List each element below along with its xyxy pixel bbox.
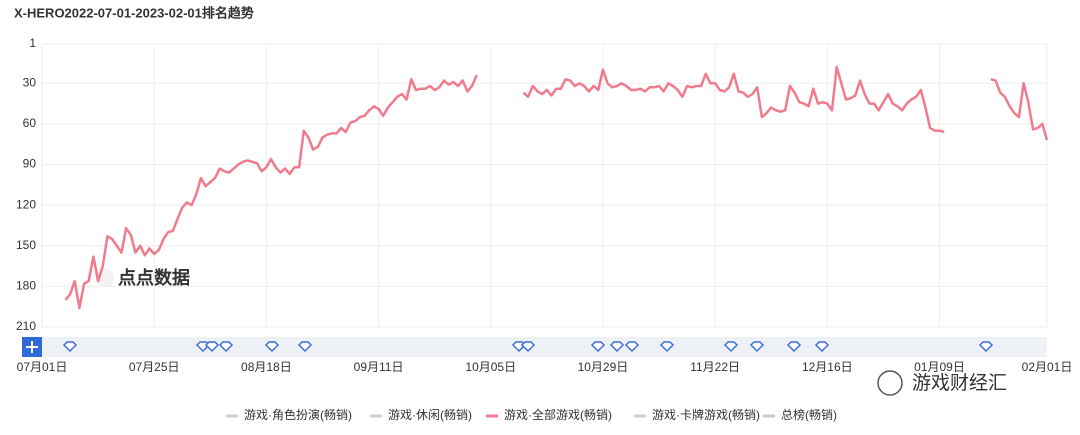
event-marker [204, 341, 220, 353]
x-tick-label: 07月01日 [17, 360, 68, 374]
event-marker [297, 341, 313, 353]
y-tick-label: 120 [16, 197, 36, 211]
legend-item: 游戏·休闲(畅销) [370, 408, 472, 422]
event-marker [723, 341, 739, 353]
legend-item: 游戏·全部游戏(畅销) [486, 407, 612, 422]
event-marker [62, 341, 78, 353]
legend-label: 游戏·全部游戏(畅销) [504, 407, 612, 422]
brand: 游戏财经汇 [877, 370, 1007, 396]
x-tick-label: 10月05日 [465, 360, 516, 374]
add-icon [26, 341, 38, 353]
legend-label: 游戏·卡牌游戏(畅销) [652, 408, 760, 422]
event-marker [786, 341, 802, 353]
watermark: 点点数据 [96, 267, 190, 288]
x-tick-label: 09月11日 [354, 360, 404, 374]
event-marker [520, 341, 536, 353]
series-line [522, 65, 945, 134]
series-line [64, 74, 478, 310]
event-marker [659, 341, 675, 353]
event-marker [978, 341, 994, 353]
series-line [990, 78, 1049, 141]
y-tick-label: 150 [16, 238, 36, 252]
y-tick-label: 60 [23, 116, 37, 130]
legend-item: 游戏·角色扮演(畅销) [226, 407, 352, 422]
x-tick-label: 11月22日 [690, 360, 740, 374]
event-marker [814, 341, 830, 353]
y-tick-label: 210 [16, 319, 36, 333]
legend-label: 游戏·角色扮演(畅销) [244, 407, 352, 422]
event-marker [749, 341, 765, 353]
x-tick-label: 01月09日 [914, 360, 965, 374]
x-tick-label: 08月18日 [241, 360, 292, 374]
event-markers [62, 341, 994, 353]
x-tick-label: 02月01日 [1022, 360, 1073, 374]
event-marker [609, 341, 625, 353]
event-marker [218, 341, 234, 353]
legend-label: 游戏·休闲(畅销) [388, 408, 472, 422]
brand-icon [877, 370, 903, 396]
y-tick-label: 180 [16, 279, 36, 293]
x-tick-label: 10月29日 [578, 360, 629, 374]
y-tick-label: 30 [23, 75, 37, 89]
legend-label: 总榜(畅销) [781, 407, 837, 422]
event-marker [264, 341, 280, 353]
legend-item: 游戏·卡牌游戏(畅销) [634, 408, 760, 422]
event-marker [624, 341, 640, 353]
y-tick-label: 1 [29, 36, 36, 50]
brand-text: 游戏财经汇 [912, 372, 1007, 394]
y-tick-label: 90 [23, 157, 37, 171]
x-tick-label: 12月16日 [802, 360, 853, 374]
x-tick-label: 07月25日 [129, 360, 180, 374]
chart-title: X-HERO2022-07-01-2023-02-01排名趋势 [14, 5, 254, 20]
event-marker [590, 341, 606, 353]
event-bar [42, 337, 1047, 357]
legend-item: 总榜(畅销) [763, 407, 837, 422]
